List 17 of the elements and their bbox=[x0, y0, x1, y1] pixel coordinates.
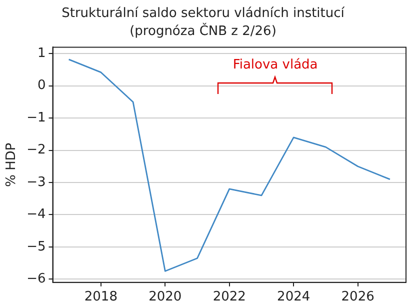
y-tick-label: −3 bbox=[26, 174, 46, 190]
y-axis-title: % HDP bbox=[4, 142, 20, 187]
annotation: Fialova vláda bbox=[232, 58, 318, 73]
chart-title: Strukturální saldo sektoru vládních institucí bbox=[62, 6, 345, 22]
y-tick-label: −4 bbox=[26, 207, 46, 222]
y-tick-label: 1 bbox=[37, 46, 46, 62]
y-tick-label: −2 bbox=[26, 142, 46, 158]
x-tick-label: 2018 bbox=[84, 290, 118, 305]
x-tick-label: 2020 bbox=[148, 290, 182, 305]
y-tick-label: 0 bbox=[37, 78, 46, 94]
x-tick-label: 2022 bbox=[212, 290, 246, 305]
chart-subtitle: (prognóza ČNB z 2/26) bbox=[130, 22, 276, 39]
y-tick-label: −5 bbox=[26, 239, 46, 254]
y-tick-label: −1 bbox=[26, 110, 46, 126]
y-tick-label: −6 bbox=[26, 272, 46, 287]
x-tick-label: 2024 bbox=[277, 290, 310, 305]
x-tick-label: 2026 bbox=[341, 290, 374, 305]
